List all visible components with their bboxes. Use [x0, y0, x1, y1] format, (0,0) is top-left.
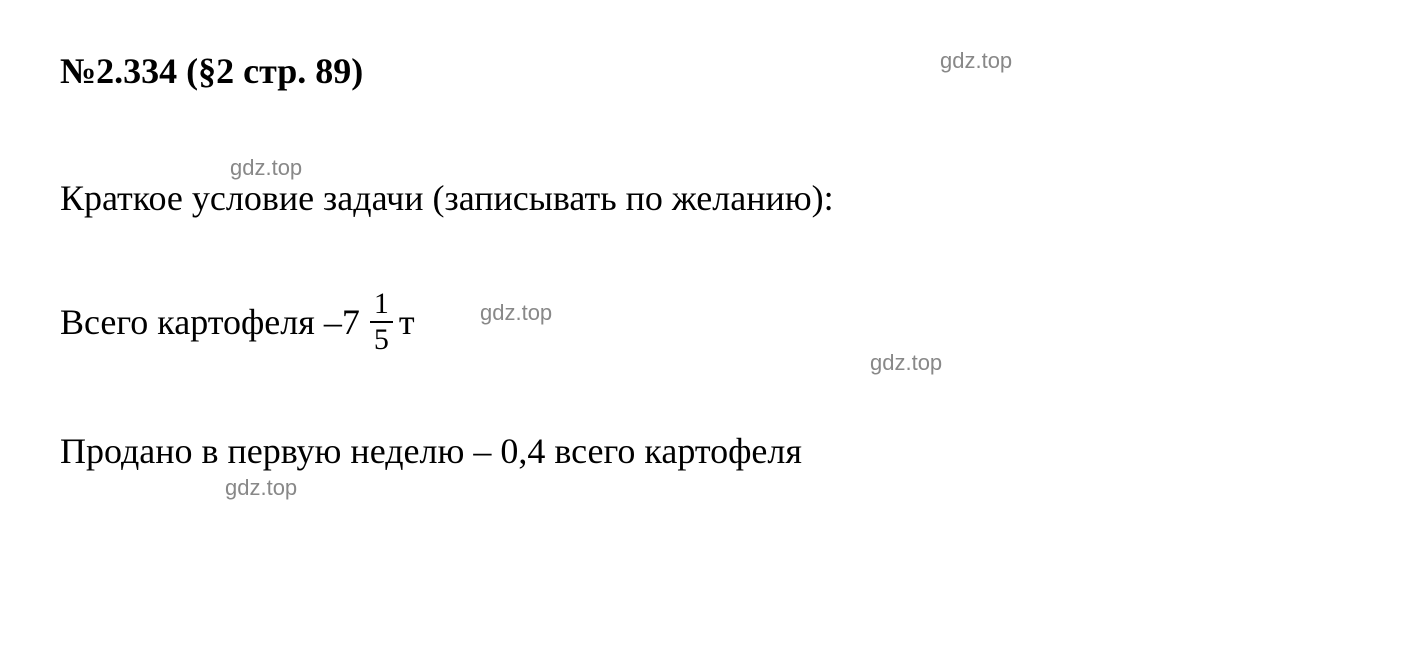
fraction: 1 5	[370, 289, 393, 355]
sold-first-week-line: Продано в первую неделю – 0,4 всего карт…	[60, 430, 1358, 472]
problem-condition-intro: Краткое условие задачи (записывать по же…	[60, 177, 1358, 219]
watermark: gdz.top	[230, 155, 302, 181]
watermark: gdz.top	[940, 48, 1012, 74]
watermark: gdz.top	[870, 350, 942, 376]
fraction-numerator: 1	[370, 289, 393, 323]
watermark: gdz.top	[480, 300, 552, 326]
problem-heading: №2.334 (§2 стр. 89)	[60, 50, 1358, 92]
total-potatoes-prefix: Всего картофеля –	[60, 301, 342, 343]
total-potatoes-line: Всего картофеля – 7 1 5 т	[60, 289, 1358, 355]
watermark: gdz.top	[225, 475, 297, 501]
fraction-denominator: 5	[370, 323, 393, 355]
mixed-number: 7 1 5	[342, 289, 399, 355]
mixed-whole: 7	[342, 301, 360, 343]
total-potatoes-suffix: т	[399, 301, 415, 343]
